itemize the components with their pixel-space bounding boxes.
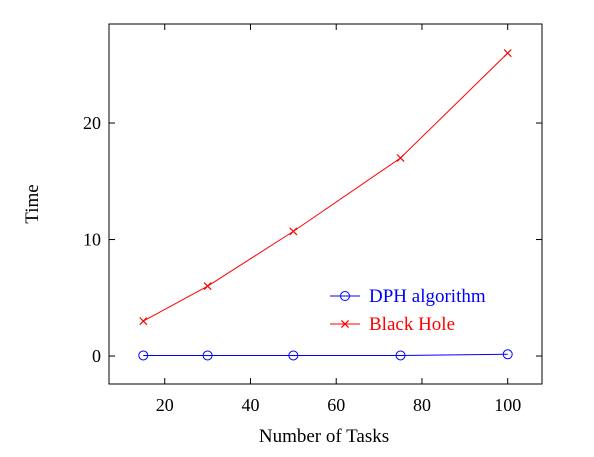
data-point: [202, 350, 213, 361]
data-point: [289, 227, 298, 236]
x-tick-label: 100: [494, 395, 521, 415]
legend-label: DPH algorithm: [369, 286, 486, 307]
series-layer: [138, 49, 513, 361]
x-tick-label: 40: [241, 395, 259, 415]
y-tick-label: 0: [92, 346, 101, 366]
x-axis-label: Number of Tasks: [259, 426, 389, 447]
data-point: [138, 350, 149, 361]
legend-marker: [340, 291, 350, 301]
data-point: [203, 282, 212, 291]
data-point: [288, 350, 299, 361]
data-point: [396, 153, 405, 163]
legend-label: Black Hole: [369, 314, 455, 335]
data-point: [395, 350, 406, 361]
x-tick-label: 20: [156, 395, 174, 415]
y-tick-label: 10: [83, 230, 101, 250]
data-point: [503, 49, 512, 58]
legend: DPH algorithm Black Hole: [330, 286, 486, 335]
series-line-1: [143, 52, 509, 322]
data-point: [139, 317, 148, 326]
data-point: [502, 349, 513, 360]
x-tick-label: 60: [327, 395, 345, 415]
axis-ticks: 20 40 60 80 100 0 10 20: [83, 24, 542, 415]
legend-marker: [340, 319, 350, 329]
plot-frame: [108, 23, 543, 385]
y-tick-label: 20: [83, 113, 101, 133]
y-axis-label: Time: [22, 184, 43, 223]
x-tick-label: 80: [413, 395, 431, 415]
series-line-0: [143, 353, 508, 356]
